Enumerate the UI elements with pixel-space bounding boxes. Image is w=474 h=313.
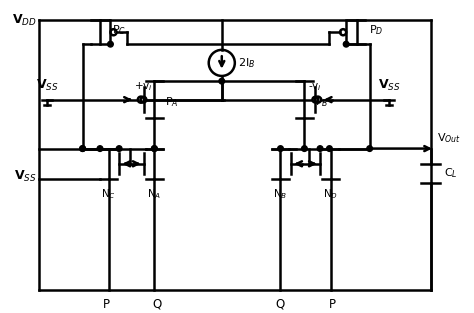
Circle shape [367,146,373,151]
Text: Q: Q [276,298,285,311]
Text: +v$_i$: +v$_i$ [134,80,153,93]
Text: Q: Q [152,298,161,311]
Text: N$_A$: N$_A$ [147,187,162,201]
Text: P: P [103,298,110,311]
Text: C$_L$: C$_L$ [444,167,457,181]
Circle shape [343,41,349,47]
Circle shape [116,146,122,151]
Text: P$_D$: P$_D$ [369,23,383,37]
Text: N$_B$: N$_B$ [273,187,288,201]
Text: V$_{Out}$: V$_{Out}$ [437,131,461,145]
Circle shape [219,78,225,84]
Circle shape [97,146,103,151]
Text: V$_{SS}$: V$_{SS}$ [36,78,58,93]
Circle shape [80,146,85,151]
Text: N$_D$: N$_D$ [323,187,338,201]
Circle shape [152,146,157,151]
Circle shape [278,146,283,151]
Text: 2I$_B$: 2I$_B$ [238,56,255,70]
Circle shape [152,146,157,151]
Circle shape [301,146,307,151]
Text: N$_C$: N$_C$ [101,187,116,201]
Text: P: P [329,298,336,311]
Text: V$_{SS}$: V$_{SS}$ [14,169,37,184]
Circle shape [80,146,85,151]
Circle shape [317,146,323,151]
Text: P$_B$: P$_B$ [315,95,329,109]
Text: V$_{DD}$: V$_{DD}$ [12,13,37,28]
Circle shape [108,41,113,47]
Text: P$_C$: P$_C$ [112,23,127,37]
Text: P$_A$: P$_A$ [165,95,179,109]
Text: -v$_i$: -v$_i$ [308,81,322,93]
Text: V$_{SS}$: V$_{SS}$ [378,78,401,93]
Circle shape [327,146,332,151]
